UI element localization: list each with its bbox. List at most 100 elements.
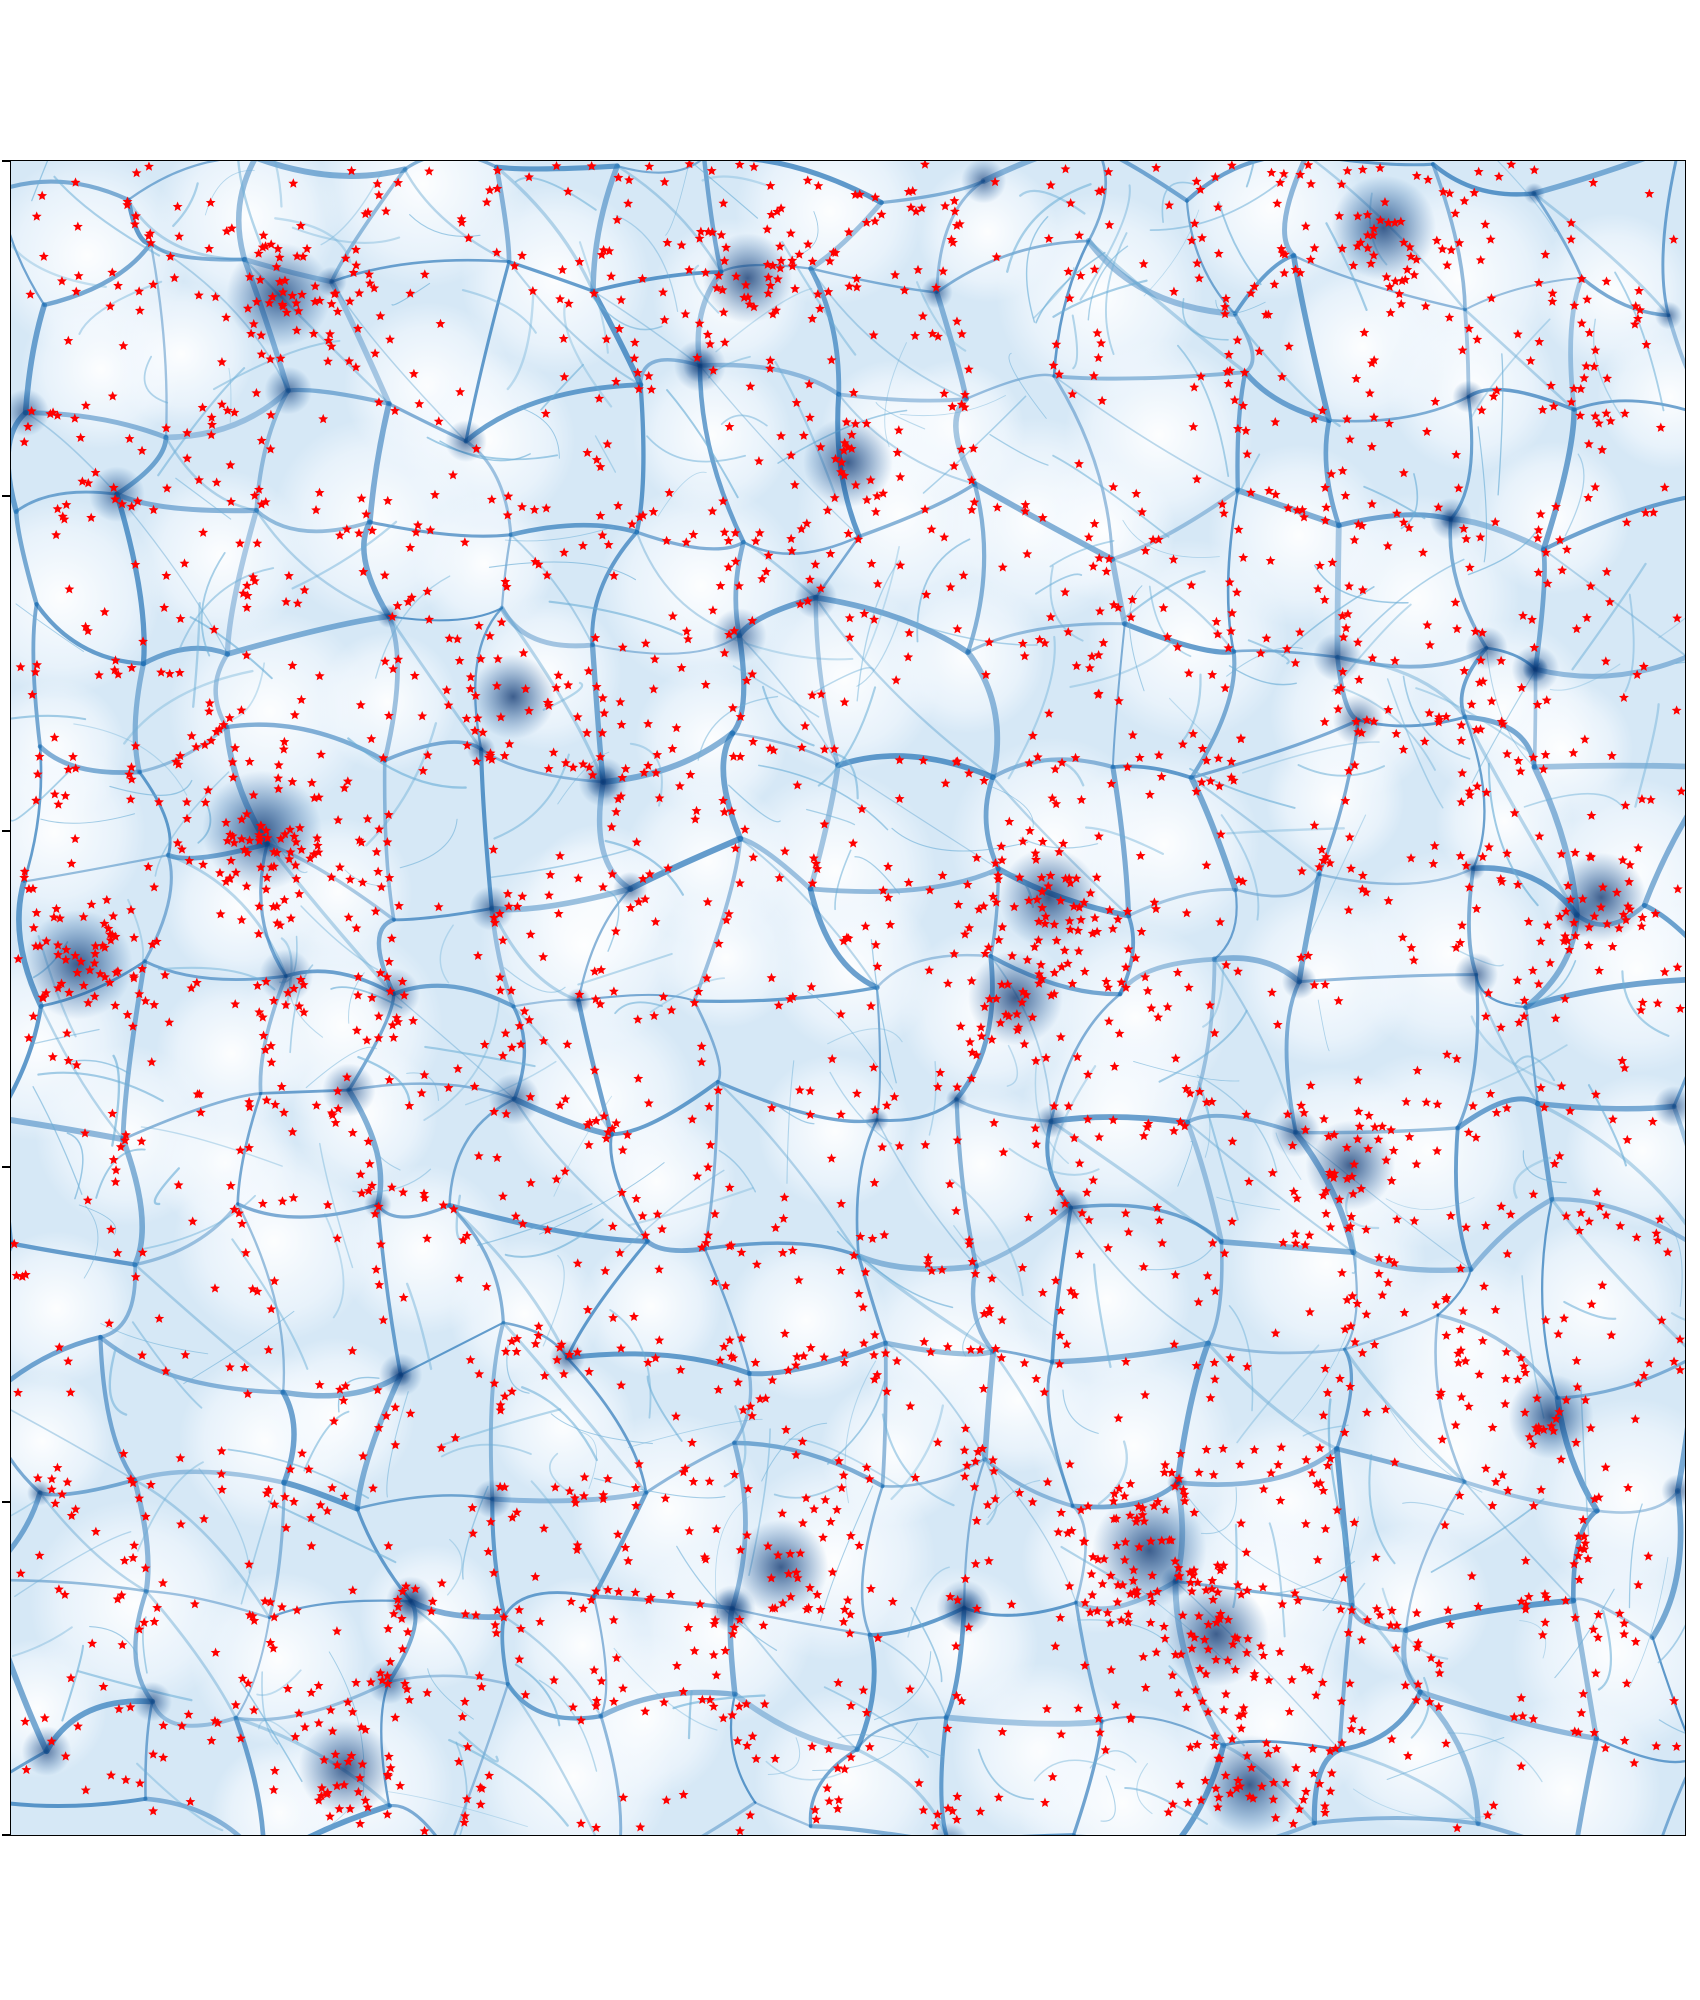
filament (1381, 1587, 1449, 1660)
filament (1531, 762, 1685, 770)
galaxy-star-marker (1590, 411, 1601, 421)
filament (692, 999, 722, 1084)
galaxy-star-marker (555, 293, 565, 304)
galaxy-star-marker (1421, 1097, 1432, 1107)
galaxy-star-marker (1272, 1019, 1283, 1029)
galaxy-star-marker (224, 873, 235, 884)
galaxy-star-marker (1464, 323, 1474, 333)
galaxy-star-marker (283, 987, 293, 998)
galaxy-star-marker (1348, 1714, 1358, 1724)
galaxy-star-marker (515, 1623, 526, 1634)
galaxy-star-marker (161, 570, 172, 580)
galaxy-star-marker (724, 1335, 735, 1345)
galaxy-star-marker (31, 795, 41, 805)
dense-node (998, 847, 1099, 948)
filament (256, 161, 408, 179)
galaxy-star-marker (1322, 1460, 1333, 1470)
galaxy-star-marker (765, 743, 775, 753)
galaxy-star-marker (1075, 270, 1086, 281)
galaxy-star-marker (1614, 1608, 1625, 1618)
galaxy-star-marker (335, 862, 345, 872)
galaxy-star-marker (1456, 1392, 1467, 1402)
galaxy-star-marker (76, 956, 86, 966)
filament (137, 770, 172, 857)
galaxy-star-marker (443, 1082, 454, 1093)
void-region (1022, 1215, 1192, 1385)
galaxy-star-marker (812, 1589, 823, 1599)
galaxy-star-marker (275, 353, 286, 363)
galaxy-star-marker (1108, 481, 1119, 492)
filament (458, 1731, 499, 1763)
filament (943, 1714, 1105, 1727)
galaxy-star-marker (281, 596, 292, 607)
galaxy-star-marker (1277, 371, 1287, 382)
galaxy-star-marker (1398, 237, 1409, 247)
galaxy-star-marker (991, 251, 1002, 262)
galaxy-star-marker (149, 1616, 160, 1626)
galaxy-star-marker (542, 1224, 553, 1235)
galaxy-star-marker (853, 1288, 864, 1299)
galaxy-star-marker (86, 899, 97, 909)
galaxy-star-marker (990, 858, 1001, 868)
galaxy-star-marker (1570, 930, 1581, 941)
filament (577, 952, 673, 986)
galaxy-star-marker (1518, 610, 1528, 621)
filament (1020, 837, 1099, 849)
galaxy-star-marker (684, 1525, 695, 1536)
galaxy-star-marker (1191, 474, 1202, 484)
galaxy-star-marker (1021, 989, 1032, 1000)
void-region (413, 493, 555, 635)
galaxy-star-marker (804, 1582, 815, 1593)
filament (1549, 663, 1621, 691)
galaxy-star-marker (1092, 328, 1103, 338)
filament (1235, 369, 1248, 493)
galaxy-star-marker (1320, 482, 1331, 493)
filament (281, 1479, 361, 1512)
filament (1143, 209, 1200, 297)
galaxy-star-marker (256, 499, 267, 509)
galaxy-star-marker (1592, 1187, 1602, 1197)
filament (423, 997, 501, 1121)
galaxy-star-marker (330, 1749, 341, 1759)
galaxy-star-marker (1315, 1478, 1326, 1488)
galaxy-star-marker (1079, 1660, 1090, 1670)
filament (1086, 239, 1248, 374)
galaxy-star-marker (1036, 872, 1047, 883)
filament (591, 1490, 649, 1599)
filament (1297, 764, 1386, 777)
galaxy-star-marker (1395, 216, 1406, 226)
galaxy-star-marker (158, 1752, 169, 1762)
galaxy-star-marker (1523, 916, 1534, 926)
filament (1092, 1263, 1112, 1369)
galaxy-star-marker (1455, 1345, 1466, 1355)
galaxy-star-marker (402, 1626, 413, 1637)
galaxy-star-marker (1020, 499, 1031, 510)
galaxy-star-marker (1500, 1373, 1511, 1384)
galaxy-star-marker (1573, 1550, 1584, 1561)
galaxy-star-marker (1621, 1678, 1632, 1688)
galaxy-star-marker (1153, 750, 1164, 760)
galaxy-star-marker (823, 1744, 834, 1754)
galaxy-star-marker (332, 1086, 343, 1096)
galaxy-star-marker (749, 301, 759, 312)
galaxy-star-marker (1402, 264, 1413, 274)
galaxy-star-marker (1361, 714, 1372, 725)
galaxy-star-marker (797, 1517, 808, 1528)
galaxy-star-marker (1659, 482, 1670, 492)
filament (1649, 1488, 1684, 1641)
filament (788, 1438, 904, 1489)
galaxy-star-marker (702, 329, 713, 339)
galaxy-star-marker (760, 1393, 771, 1403)
galaxy-star-marker (64, 584, 75, 594)
galaxy-star-marker (1146, 1003, 1157, 1013)
galaxy-star-marker (309, 792, 320, 803)
galaxy-star-marker (1330, 1743, 1341, 1753)
galaxy-star-marker (1523, 1591, 1534, 1602)
galaxy-star-marker (1309, 243, 1320, 253)
filament (507, 259, 595, 293)
galaxy-star-marker (174, 667, 185, 677)
galaxy-star-marker (32, 659, 42, 670)
galaxy-star-marker (1299, 512, 1309, 522)
galaxy-star-marker (1519, 1011, 1530, 1021)
galaxy-star-marker (716, 229, 727, 240)
